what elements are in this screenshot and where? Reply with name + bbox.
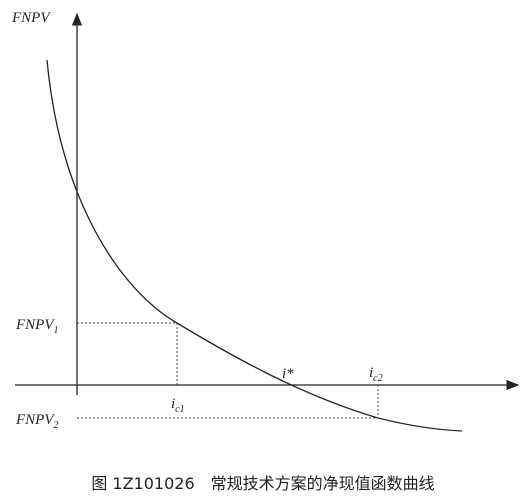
- caption: 图 1Z101026 常规技术方案的净现值函数曲线: [91, 474, 434, 493]
- text: i: [171, 396, 175, 412]
- sub: 2: [54, 420, 59, 431]
- irr-label: i*: [282, 366, 294, 382]
- sub: c2: [373, 373, 382, 384]
- sub: c1: [175, 404, 184, 415]
- text: FNPV: [15, 317, 55, 333]
- text: i: [369, 365, 373, 381]
- fnpv2-label: FNPV2: [15, 412, 59, 431]
- guides: [77, 322, 379, 419]
- axis-label: FNPV: [11, 10, 51, 26]
- fnpv1-label: FNPV1: [15, 317, 59, 336]
- ic1-label: ic1: [171, 396, 185, 415]
- npv-curve: [46, 59, 463, 432]
- ic2-label: ic2: [369, 365, 383, 384]
- sub: 1: [54, 325, 59, 336]
- text: FNPV: [15, 412, 55, 428]
